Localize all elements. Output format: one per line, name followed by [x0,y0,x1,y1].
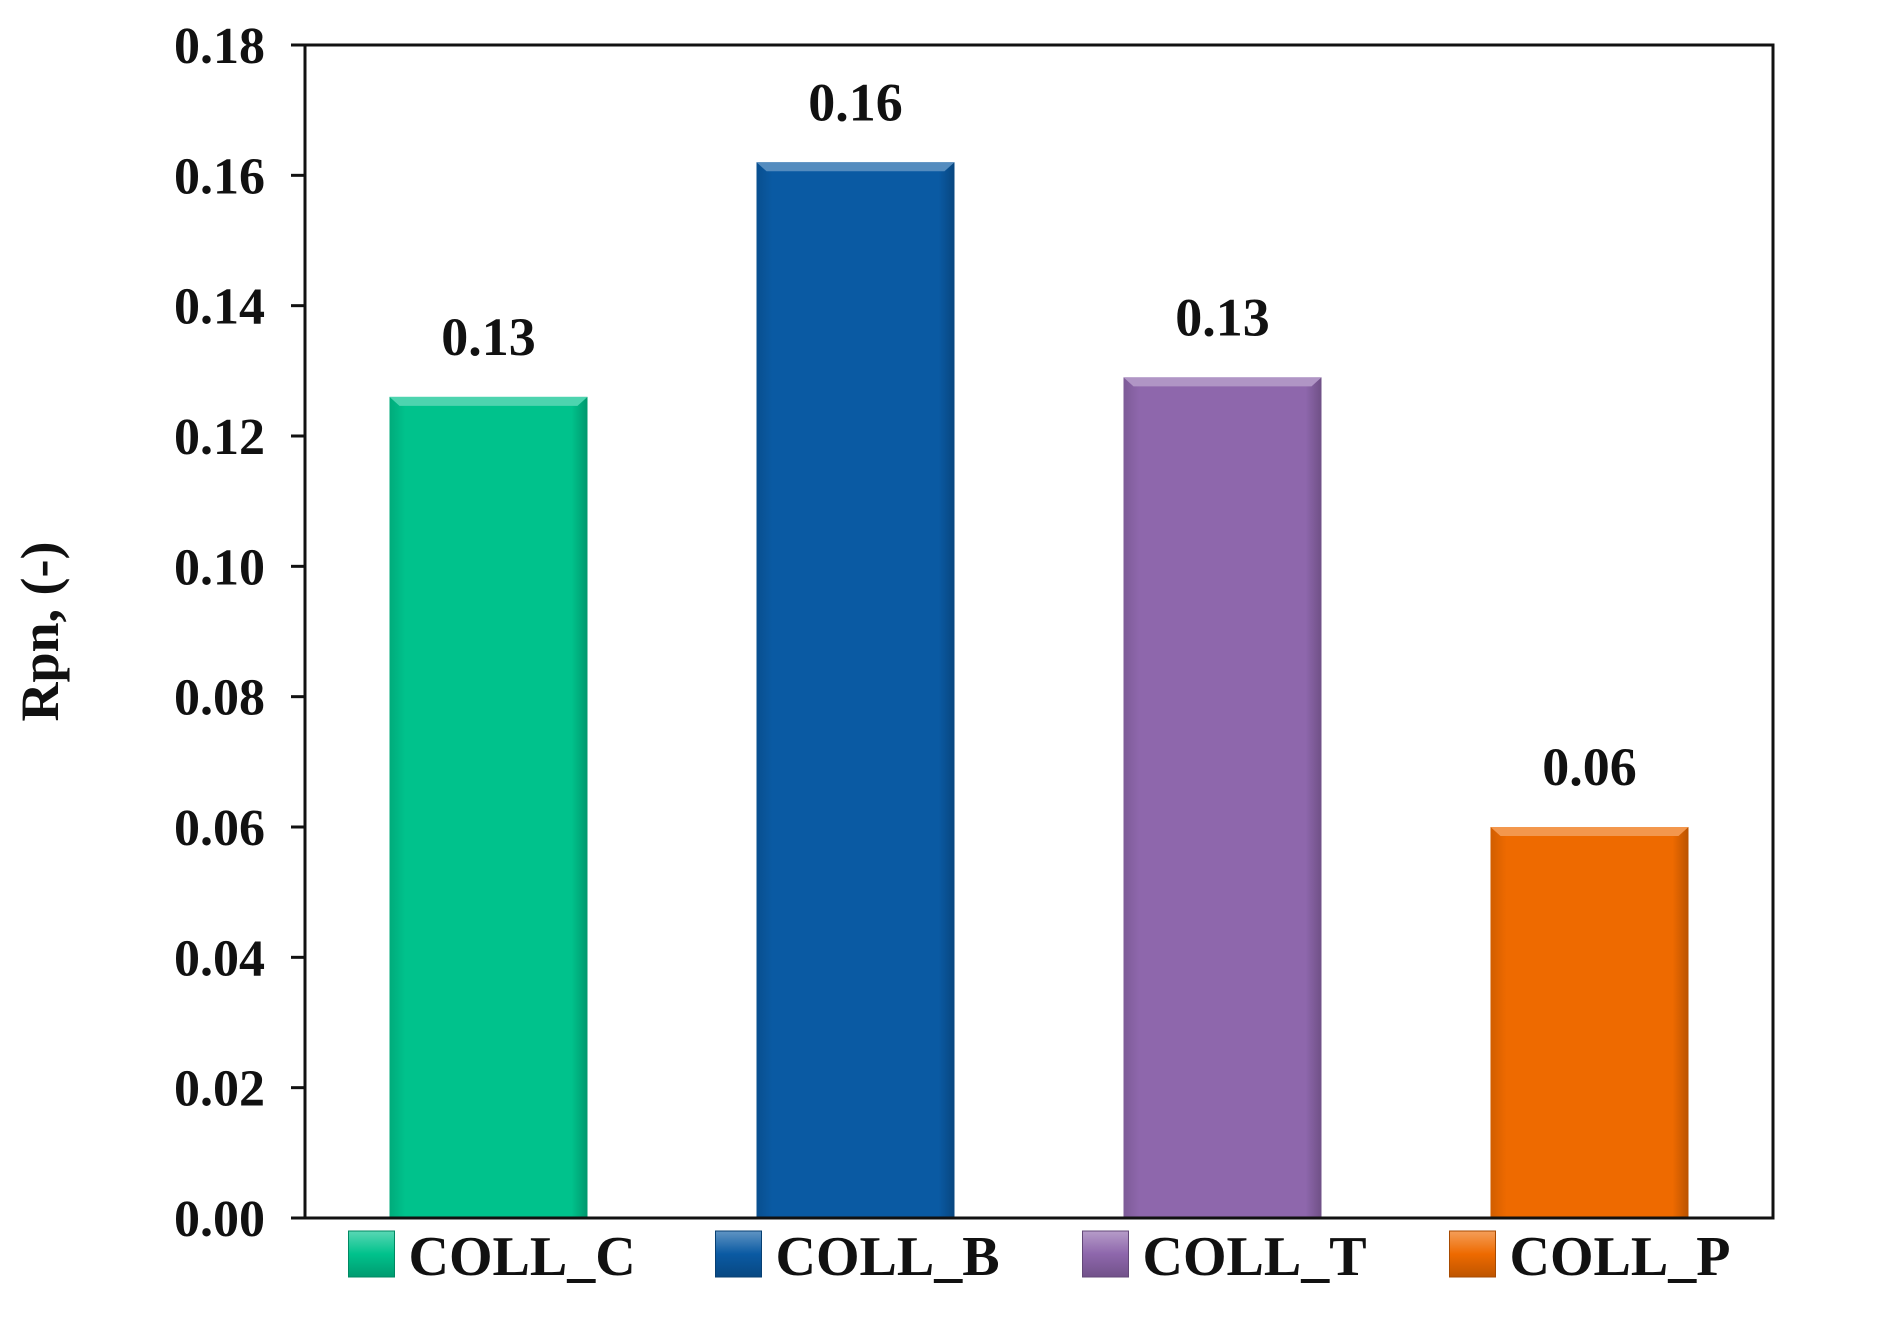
data-label: 0.06 [1542,737,1637,797]
legend-swatch [1082,1230,1129,1278]
y-tick-label: 0.04 [174,930,265,987]
legend-swatch [348,1230,395,1278]
y-axis-title: Rpn, (-) [10,541,70,721]
legend-item: COLL_B [715,1226,1000,1288]
legend-swatch [715,1230,762,1278]
y-tick-label: 0.02 [174,1061,265,1118]
y-tick-label: 0.12 [174,409,265,466]
bar-top-bevel [756,162,955,172]
legend-item: COLL_P [1449,1226,1731,1288]
bar-top-bevel [389,396,588,406]
y-axis-ticks: 0.00 0.02 0.04 0.06 0.08 0.10 0.12 0.14 0.16 0.18 [174,18,305,1248]
legend-item: COLL_C [348,1226,636,1288]
bars-layer [389,162,1689,1219]
y-tick-label: 0.10 [174,539,265,596]
legend-swatch [1449,1230,1496,1278]
y-tick-label: 0.06 [174,800,265,857]
legend: COLL_C COLL_B COLL_T COLL_P [348,1226,1731,1288]
bar-coll-p [1490,827,1689,1218]
bar-coll-b [756,162,955,1218]
bar-top-bevel [1123,377,1322,387]
data-labels: 0.13 0.16 0.13 0.06 [441,72,1637,797]
legend-label: COLL_P [1510,1226,1731,1288]
y-tick-label: 0.16 [174,148,265,205]
y-tick-label: 0.18 [174,18,265,75]
legend-label: COLL_T [1143,1226,1367,1288]
bar-top-bevel [1490,827,1689,836]
legend-label: COLL_C [409,1226,636,1288]
legend-item: COLL_T [1082,1226,1367,1288]
data-label: 0.13 [441,307,536,367]
legend-label: COLL_B [776,1226,1000,1288]
y-tick-label: 0.00 [174,1191,265,1248]
y-tick-label: 0.08 [174,670,265,727]
y-tick-label: 0.14 [174,279,265,336]
plot-frame [303,43,1775,1220]
bar-coll-c [389,396,588,1218]
data-label: 0.13 [1175,287,1270,347]
bar-coll-t [1123,377,1322,1219]
data-label: 0.16 [808,72,903,132]
